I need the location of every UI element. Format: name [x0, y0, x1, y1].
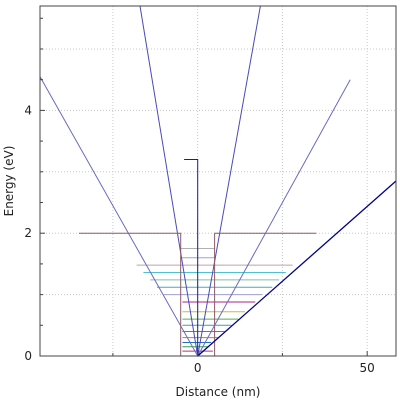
x-axis-label: Distance (nm): [176, 385, 261, 399]
x-tick-label: 50: [360, 361, 375, 375]
series-wide-cone: [39, 76, 351, 358]
series-dispersion: [197, 180, 397, 357]
grid-lines: [40, 6, 396, 356]
y-tick-label: 0: [24, 349, 32, 363]
axis-ticks: 0 50 0 2 4: [24, 17, 375, 375]
chart-lines: [39, 5, 397, 358]
x-tick-label: 0: [194, 361, 202, 375]
y-axis-label: Energy (eV): [2, 146, 16, 217]
plot-frame: [39, 5, 397, 357]
y-tick-label: 2: [24, 226, 32, 240]
energy-levels: [136, 248, 293, 352]
series-steep-cone: [139, 5, 261, 357]
y-tick-label: 4: [24, 103, 32, 117]
series-spike: [184, 159, 199, 356]
